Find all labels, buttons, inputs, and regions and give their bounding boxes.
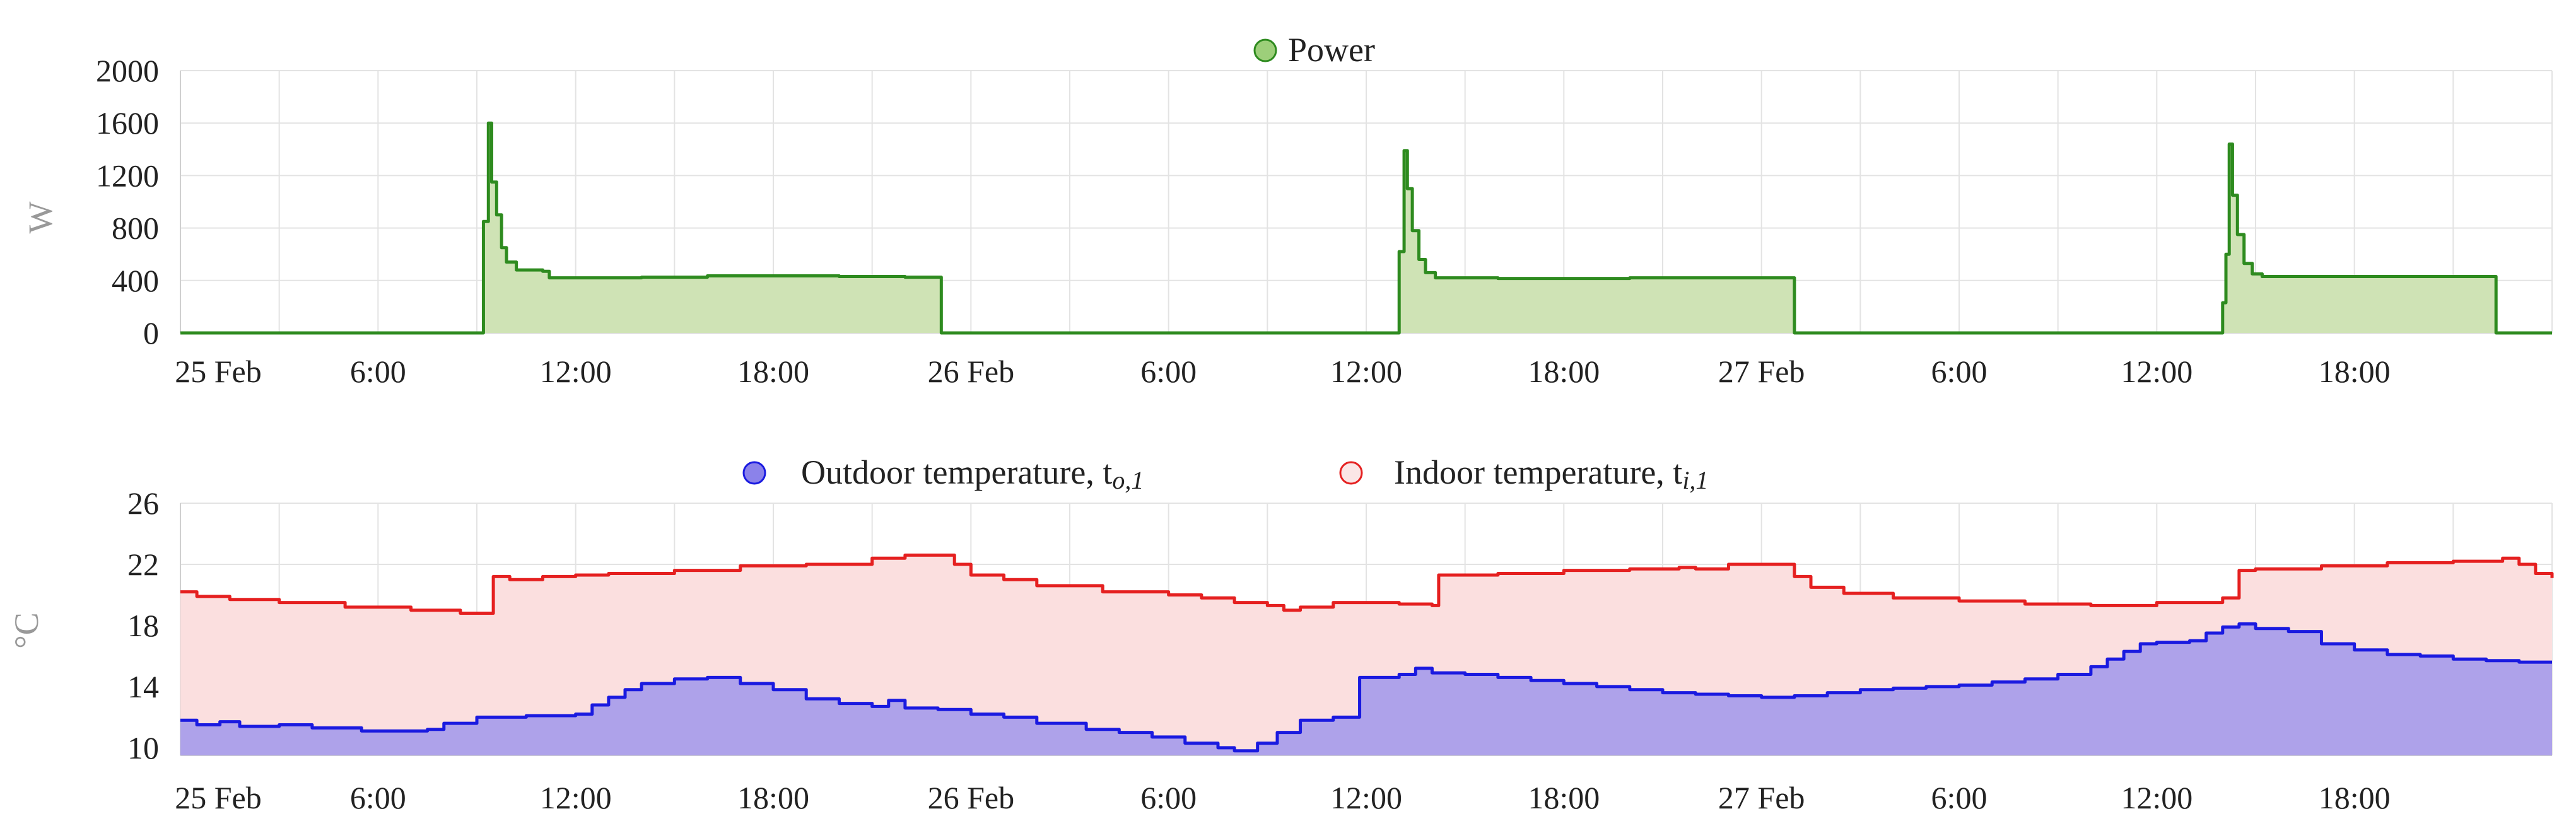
power-x-tick-label: 18:00 <box>2319 354 2391 389</box>
power-x-tick-label: 26 Feb <box>928 354 1015 389</box>
temperature-x-tick-label: 12:00 <box>1330 780 1402 815</box>
outdoor-legend[interactable]: Outdoor temperature, to,1 <box>742 453 1144 494</box>
power-chart: 0 400 800 1200 1600 2000 25 Feb 6:00 12:00 18:00… <box>21 31 2553 389</box>
power-y-axis-label: W <box>21 201 59 233</box>
power-y-tick-label: 1200 <box>96 158 159 193</box>
temperature-y-tick-label: 26 <box>127 486 159 521</box>
power-x-tick-label: 12:00 <box>1330 354 1402 389</box>
temperature-y-tick-label: 14 <box>127 669 159 704</box>
temperature-x-tick-label: 25 Feb <box>175 780 262 815</box>
power-y-tick-label: 1600 <box>96 105 159 141</box>
power-x-tick-label: 18:00 <box>1528 354 1600 389</box>
power-x-tick-label: 6:00 <box>350 354 406 389</box>
temperature-x-tick-label: 6:00 <box>350 780 406 815</box>
temperature-x-tick-label: 12:00 <box>540 780 612 815</box>
outdoor-legend-subscript: o,1 <box>1112 466 1144 494</box>
temperature-x-tick-label: 18:00 <box>737 780 809 815</box>
temperature-x-tick-label: 27 Feb <box>1718 780 1805 815</box>
temperature-x-tick-label: 18:00 <box>1528 780 1600 815</box>
power-y-tick-label: 2000 <box>96 53 159 88</box>
temperature-x-tick-label: 18:00 <box>2319 780 2391 815</box>
power-y-tick-label: 0 <box>143 315 159 351</box>
power-legend-marker <box>1253 38 1277 62</box>
temperature-x-tick-label: 26 Feb <box>928 780 1015 815</box>
temperature-y-tick-label: 22 <box>127 547 159 582</box>
power-x-ticks: 25 Feb 6:00 12:00 18:00 26 Feb 6:00 12:00 18:00… <box>175 354 2390 389</box>
temperature-series-area <box>180 553 2554 755</box>
power-x-tick-label: 6:00 <box>1931 354 1988 389</box>
indoor-legend-marker <box>1339 461 1363 485</box>
power-x-tick-label: 6:00 <box>1140 354 1197 389</box>
power-y-tick-label: 800 <box>112 211 159 246</box>
outdoor-legend-marker <box>742 461 766 485</box>
power-y-tick-label: 400 <box>112 263 159 298</box>
power-x-tick-label: 18:00 <box>737 354 809 389</box>
temperature-y-ticks: 10 14 18 22 26 <box>127 486 159 765</box>
indoor-legend-subscript: i,1 <box>1682 466 1708 494</box>
temperature-x-tick-label: 12:00 <box>2121 780 2193 815</box>
temperature-x-tick-label: 6:00 <box>1140 780 1197 815</box>
power-area <box>180 123 2552 333</box>
temperature-chart: 10 14 18 22 26 25 Feb 6:00 12:00 18:00 26 Feb 6:0… <box>8 453 2554 815</box>
temperature-y-tick-label: 10 <box>127 730 159 765</box>
indoor-legend-label: Indoor temperature, ti,1 <box>1394 453 1708 494</box>
indoor-temperature-t-line <box>180 553 2554 615</box>
outdoor-temperature-t-line <box>180 622 2552 753</box>
temperature-x-tick-label: 6:00 <box>1931 780 1988 815</box>
outdoor-temperature-t-area <box>180 624 2552 755</box>
power-line <box>180 121 2552 335</box>
temperature-y-axis-label: °C <box>8 612 45 649</box>
power-series-area <box>180 121 2552 335</box>
temperature-y-tick-label: 18 <box>127 608 159 643</box>
power-x-tick-label: 25 Feb <box>175 354 262 389</box>
temperature-x-ticks: 25 Feb 6:00 12:00 18:00 26 Feb 6:00 12:00 18:00… <box>175 780 2390 815</box>
power-legend[interactable]: Power <box>1253 31 1375 69</box>
power-legend-label: Power <box>1288 31 1375 69</box>
power-x-tick-label: 12:00 <box>540 354 612 389</box>
power-x-tick-label: 12:00 <box>2121 354 2193 389</box>
outdoor-legend-label: Outdoor temperature, to,1 <box>801 453 1144 494</box>
power-y-ticks: 0 400 800 1200 1600 2000 <box>96 53 159 351</box>
power-x-tick-label: 27 Feb <box>1718 354 1805 389</box>
indoor-legend[interactable]: Indoor temperature, ti,1 <box>1339 453 1708 494</box>
indoor-legend-name: Indoor temperature, t <box>1394 453 1682 491</box>
outdoor-legend-name: Outdoor temperature, t <box>801 453 1112 491</box>
